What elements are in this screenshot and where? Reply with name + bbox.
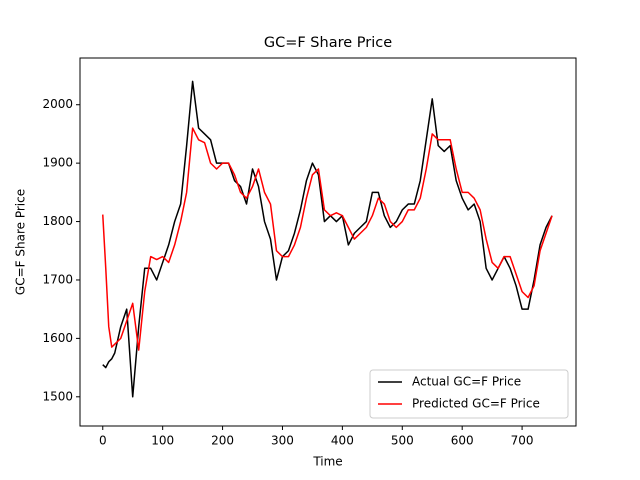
y-tick-label: 1500 [42,389,73,403]
x-tick-label: 600 [451,434,474,448]
x-axis-label: Time [312,455,342,469]
x-tick-label: 400 [331,434,354,448]
x-tick-label: 700 [511,434,534,448]
x-tick-label: 100 [151,434,174,448]
legend-label: Predicted GC=F Price [412,397,540,411]
x-tick-label: 0 [99,434,107,448]
x-tick-label: 300 [271,434,294,448]
plot-frame [79,57,577,427]
chart-title: GC=F Share Price [264,35,392,51]
y-axis-label: GC=F Share Price [14,189,28,295]
x-tick-label: 500 [391,434,414,448]
series-line [102,80,553,398]
y-tick-label: 1800 [42,214,73,228]
y-tick-label: 1600 [42,331,73,345]
legend-box [369,369,569,419]
y-tick-label: 2000 [42,97,73,111]
y-tick-label: 1900 [42,156,73,170]
series-line [102,127,553,351]
y-tick-label: 1700 [42,272,73,286]
legend-label: Actual GC=F Price [412,375,521,389]
x-tick-label: 200 [211,434,234,448]
